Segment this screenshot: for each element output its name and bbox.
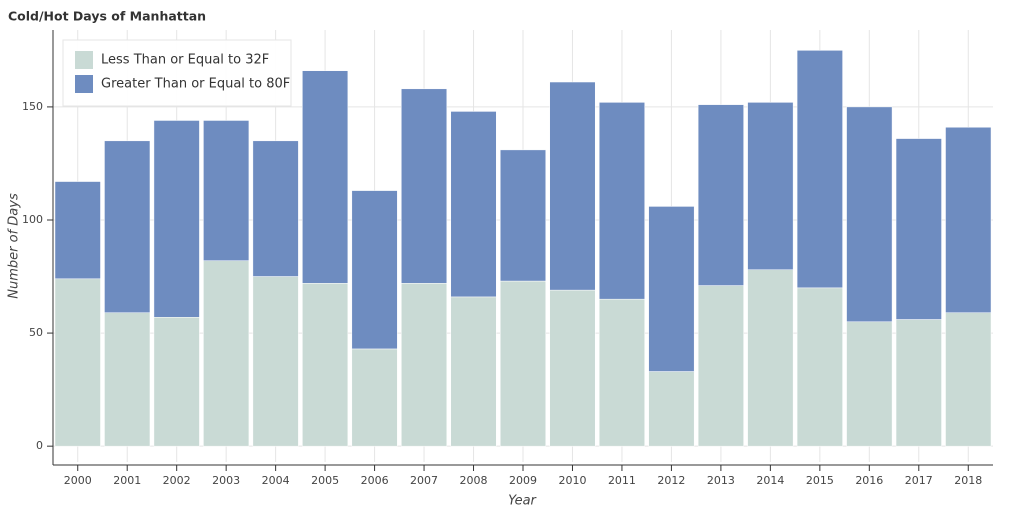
y-axis-label: Number of Days (7, 193, 22, 299)
legend-label: Greater Than or Equal to 80F (101, 77, 290, 92)
bar (104, 312, 151, 447)
bar (697, 104, 744, 286)
bar (796, 287, 843, 447)
bar (549, 81, 596, 291)
x-tick-label: 2012 (657, 474, 685, 487)
bar (945, 127, 992, 313)
x-axis-label: Year (508, 494, 537, 509)
legend-swatch (75, 51, 93, 69)
bars (54, 50, 992, 447)
x-tick-label: 2009 (509, 474, 537, 487)
x-tick-label: 2005 (311, 474, 339, 487)
bar (747, 269, 794, 447)
bar (549, 289, 596, 447)
bar (846, 106, 893, 323)
bar (401, 88, 448, 284)
legend: Less Than or Equal to 32F Greater Than or… (62, 39, 292, 107)
bar (598, 298, 645, 447)
chart-title: Cold/Hot Days of Manhattan (8, 9, 206, 24)
x-tick-label: 2006 (361, 474, 389, 487)
bar (252, 276, 299, 447)
x-tick-label: 2008 (460, 474, 488, 487)
y-tick-label: 150 (22, 100, 43, 113)
x-tick-label: 2018 (954, 474, 982, 487)
bar (450, 111, 497, 298)
bar (598, 102, 645, 300)
bar (796, 50, 843, 289)
x-tick-label: 2014 (756, 474, 784, 487)
x-tick-label: 2011 (608, 474, 636, 487)
y-tick-label: 0 (36, 439, 43, 452)
bar (203, 260, 250, 447)
bar (351, 190, 398, 350)
bar (302, 283, 349, 447)
bar (351, 348, 398, 447)
bar (104, 140, 151, 313)
bar (499, 149, 547, 282)
bar (252, 140, 299, 277)
bar (401, 283, 448, 447)
x-tick-label: 2000 (64, 474, 92, 487)
bar (945, 312, 992, 447)
bar (895, 319, 942, 447)
x-tick-label: 2004 (262, 474, 290, 487)
x-tick-label: 2002 (163, 474, 191, 487)
legend-box (62, 39, 292, 107)
bar (499, 280, 547, 447)
x-tick-label: 2013 (707, 474, 735, 487)
x-tick-label: 2007 (410, 474, 438, 487)
x-tick-label: 2010 (558, 474, 586, 487)
legend-label: Less Than or Equal to 32F (101, 53, 269, 68)
bar (153, 316, 200, 447)
x-tick-label: 2001 (113, 474, 141, 487)
bar (450, 296, 497, 447)
bar (648, 371, 695, 447)
x-tick-label: 2016 (855, 474, 883, 487)
axes: 0 50 100 150 2000 2001 2002 2003 2004 2005 2006 200… (22, 30, 993, 487)
bar (648, 206, 695, 372)
bar (54, 181, 101, 280)
bar (54, 278, 101, 447)
bar (846, 321, 893, 447)
bar (203, 120, 250, 261)
legend-swatch (75, 75, 93, 93)
bar (697, 285, 744, 447)
bar (153, 120, 200, 318)
bar (302, 70, 349, 284)
x-tick-label: 2015 (806, 474, 834, 487)
x-tick-label: 2017 (905, 474, 933, 487)
bar (747, 102, 794, 270)
x-tick-label: 2003 (212, 474, 240, 487)
y-tick-label: 100 (22, 213, 43, 226)
bar (895, 138, 942, 320)
y-tick-label: 50 (29, 326, 43, 339)
